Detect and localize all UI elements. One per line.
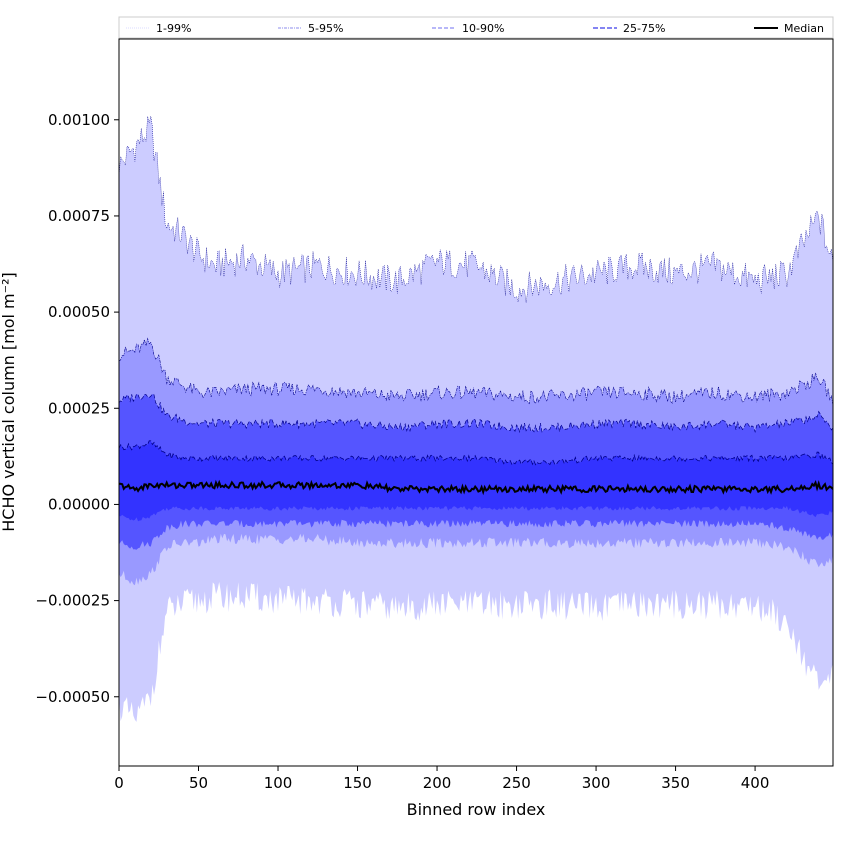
legend: 1-99% 5-95% 10-90% 25-75% Median xyxy=(118,16,834,39)
x-tick-label: 400 xyxy=(741,774,770,792)
x-tick-label: 100 xyxy=(264,774,293,792)
x-tick-label: 350 xyxy=(661,774,690,792)
band-25-75-upper-edge xyxy=(119,440,833,466)
band-25-75 xyxy=(119,440,833,522)
legend-label: 1-99% xyxy=(156,22,191,35)
band-1-99-upper-edge xyxy=(119,116,833,303)
band-5-95-upper-edge xyxy=(119,337,833,406)
x-tick-label: 0 xyxy=(114,774,124,792)
x-tick-label: 200 xyxy=(423,774,452,792)
x-axis: 0 50 100 150 200 250 300 350 400 xyxy=(114,766,769,792)
y-axis-label: HCHO vertical column [mol m⁻²] xyxy=(0,272,18,531)
y-tick-label: 0.00000 xyxy=(48,495,110,513)
legend-label: 10-90% xyxy=(462,22,504,35)
median-line xyxy=(119,479,833,496)
legend-label: 25-75% xyxy=(623,22,665,35)
band-edges-layer xyxy=(119,116,833,466)
y-tick-label: −0.00025 xyxy=(35,592,110,610)
legend-box xyxy=(118,16,834,39)
y-tick-label: 0.00050 xyxy=(48,303,110,321)
plot-frame xyxy=(118,38,834,767)
x-tick-label: 50 xyxy=(189,774,208,792)
y-tick-label: −0.00050 xyxy=(35,688,110,706)
x-tick-label: 150 xyxy=(343,774,372,792)
y-tick-label: 0.00100 xyxy=(48,111,110,129)
median-layer xyxy=(119,479,833,496)
legend-label: Median xyxy=(784,22,824,35)
legend-label: 5-95% xyxy=(308,22,343,35)
y-tick-label: 0.00025 xyxy=(48,399,110,417)
bands-layer xyxy=(119,116,833,722)
x-tick-label: 250 xyxy=(502,774,531,792)
band-10-90-upper-edge xyxy=(119,393,833,434)
y-tick-label: 0.00075 xyxy=(48,207,110,225)
y-axis: −0.00050 −0.00025 0.00000 0.00025 0.00050 0.0… xyxy=(35,111,119,706)
x-tick-label: 300 xyxy=(582,774,611,792)
x-axis-label: Binned row index xyxy=(407,800,546,819)
